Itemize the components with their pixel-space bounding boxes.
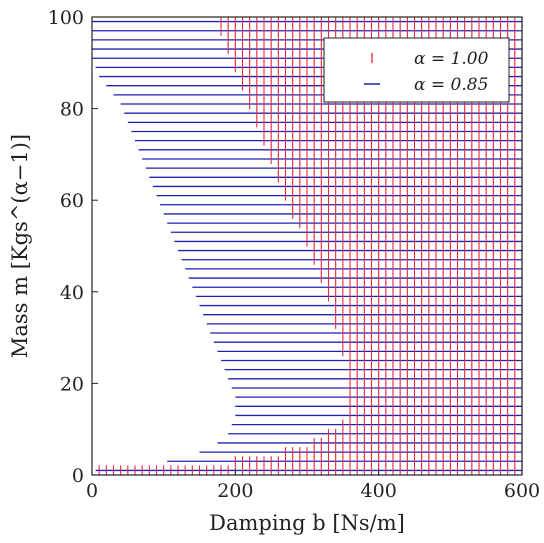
x-tick-label: 600 xyxy=(504,480,540,502)
x-tick-label: 200 xyxy=(217,480,253,502)
y-axis-label: Mass m [Kgs^(α−1)] xyxy=(8,134,32,358)
legend-box xyxy=(323,37,510,103)
legend-label-alpha-100: α = 1.00 xyxy=(414,49,489,69)
y-tick-label: 0 xyxy=(72,465,84,487)
x-tick-label: 0 xyxy=(86,480,98,502)
y-tick-label: 20 xyxy=(60,373,84,395)
plot-frame xyxy=(91,16,523,476)
plot-marks xyxy=(92,16,523,476)
axis-ticks: 0 200 400 600 0 20 40 60 80 100 xyxy=(48,7,540,502)
y-tick-label: 100 xyxy=(48,7,84,29)
legend-label-alpha-085: α = 0.85 xyxy=(414,75,488,95)
legend: α = 1.00 α = 0.85 xyxy=(323,37,510,103)
y-tick-label: 80 xyxy=(60,99,84,121)
y-tick-label: 40 xyxy=(60,282,84,304)
x-axis-label: Damping b [Ns/m] xyxy=(209,511,405,535)
x-tick-label: 400 xyxy=(361,480,397,502)
y-tick-label: 60 xyxy=(60,190,84,212)
